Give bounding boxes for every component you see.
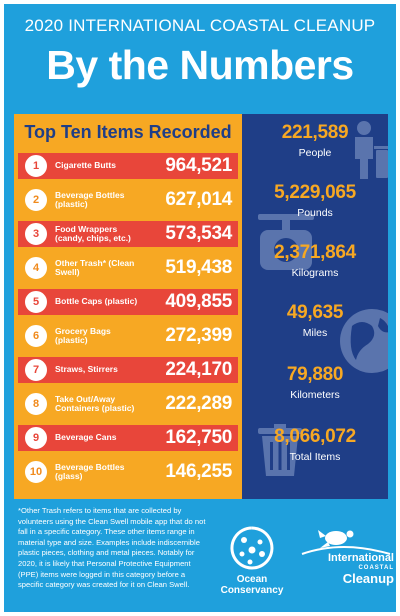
top-ten-row: 9 Beverage Cans 162,750 xyxy=(18,425,238,451)
item-count: 627,014 xyxy=(165,189,232,210)
rank-badge: 9 xyxy=(25,427,47,449)
stat-label: Pounds xyxy=(297,207,333,219)
item-count: 224,170 xyxy=(165,359,232,380)
oc-line-1: Ocean xyxy=(236,574,268,585)
item-label: Grocery Bags (plastic) xyxy=(55,325,111,345)
stat-label: People xyxy=(298,147,332,159)
stat-kilometers: 79,880 Kilometers xyxy=(242,364,388,401)
item-count: 519,438 xyxy=(165,257,232,278)
stat-value: 2,371,864 xyxy=(274,242,356,263)
item-label: Cigarette Butts xyxy=(55,160,116,171)
item-count: 162,750 xyxy=(165,427,232,448)
stat-total-items: 8,066,072 Total Items xyxy=(242,426,388,463)
stat-label: Kilometers xyxy=(290,389,340,401)
item-label: Beverage Bottles (glass) xyxy=(55,461,125,481)
icc-line-1: International xyxy=(327,552,394,564)
oc-line-2: Conservancy xyxy=(220,585,284,596)
icc-line-3: Cleanup xyxy=(342,571,394,586)
item-count: 222,289 xyxy=(165,393,232,414)
rank-badge: 4 xyxy=(25,257,47,279)
ocean-conservancy-logo-icon xyxy=(230,526,274,570)
item-label: Other Trash* (Clean Swell) xyxy=(55,257,135,277)
stat-label: Kilograms xyxy=(291,267,339,279)
ocean-conservancy-text: Ocean Conservancy xyxy=(208,574,296,596)
poster-supertitle: 2020 INTERNATIONAL COASTAL CLEANUP xyxy=(24,16,376,35)
stat-value: 8,066,072 xyxy=(274,426,356,447)
item-count: 272,399 xyxy=(165,325,232,346)
item-label: Straws, Stirrers xyxy=(55,364,118,375)
stat-value: 79,880 xyxy=(286,364,344,385)
globe-icon xyxy=(340,309,388,373)
item-count: 964,521 xyxy=(165,155,232,176)
item-label: Beverage Bottles (plastic) xyxy=(55,189,125,209)
top-ten-row: 5 Bottle Caps (plastic) 409,855 xyxy=(18,289,238,315)
item-label: Bottle Caps (plastic) xyxy=(55,296,138,307)
stat-pounds: 5,229,065 Pounds xyxy=(242,182,388,219)
item-count: 146,255 xyxy=(165,461,232,482)
top-ten-panel: Top Ten Items Recorded 1 Cigarette Butts… xyxy=(14,114,242,499)
top-ten-row: 8 Take Out/Away Containers (plastic) 222… xyxy=(18,391,238,417)
top-ten-row: 4 Other Trash* (Clean Swell) 519,438 xyxy=(18,255,238,281)
rank-badge: 2 xyxy=(25,189,47,211)
top-ten-row: 2 Beverage Bottles (plastic) 627,014 xyxy=(18,187,238,213)
stat-value: 221,589 xyxy=(281,122,349,143)
top-ten-row: 10 Beverage Bottles (glass) 146,255 xyxy=(18,459,238,485)
top-ten-row: 6 Grocery Bags (plastic) 272,399 xyxy=(18,323,238,349)
infographic-poster: 2020 INTERNATIONAL COASTAL CLEANUP By th… xyxy=(4,4,396,612)
top-ten-title: Top Ten Items Recorded xyxy=(24,122,232,142)
item-label: Food Wrappers (candy, chips, etc.) xyxy=(55,223,131,243)
stat-label: Total Items xyxy=(289,451,341,463)
stat-value: 5,229,065 xyxy=(274,182,356,203)
rank-badge: 3 xyxy=(25,223,47,245)
item-label: Take Out/Away Containers (plastic) xyxy=(55,393,135,413)
top-ten-row: 3 Food Wrappers (candy, chips, etc.) 573… xyxy=(18,221,238,247)
icc-wordmark: International COASTAL Cleanup xyxy=(298,552,394,586)
person-trash-icon xyxy=(355,121,388,179)
scale-icon xyxy=(258,214,314,270)
poster-title: By the Numbers xyxy=(46,42,354,88)
rank-badge: 6 xyxy=(25,325,47,347)
top-ten-row: 1 Cigarette Butts 964,521 xyxy=(18,153,238,179)
item-count: 409,855 xyxy=(165,291,232,312)
rank-badge: 7 xyxy=(25,359,47,381)
stat-label: Miles xyxy=(302,327,328,339)
item-count: 573,534 xyxy=(165,223,232,244)
stat-kilograms: 2,371,864 Kilograms xyxy=(242,242,388,279)
top-ten-row: 7 Straws, Stirrers 224,170 xyxy=(18,357,238,383)
turtle-logo-icon xyxy=(301,530,391,555)
trash-can-icon xyxy=(258,424,302,476)
footnote: *Other Trash refers to items that are co… xyxy=(18,506,206,590)
stat-people: 221,589 People xyxy=(242,122,388,159)
rank-badge: 8 xyxy=(25,393,47,415)
rank-badge: 10 xyxy=(25,461,47,483)
stats-panel: 221,589 People 5,229,065 Pounds 2,371,86… xyxy=(242,114,388,499)
item-label: Beverage Cans xyxy=(55,432,117,443)
rank-badge: 1 xyxy=(25,155,47,177)
stat-miles: 49,635 Miles xyxy=(242,302,388,339)
rank-badge: 5 xyxy=(25,291,47,313)
icc-line-2: COASTAL xyxy=(358,565,394,571)
stat-value: 49,635 xyxy=(286,302,344,323)
